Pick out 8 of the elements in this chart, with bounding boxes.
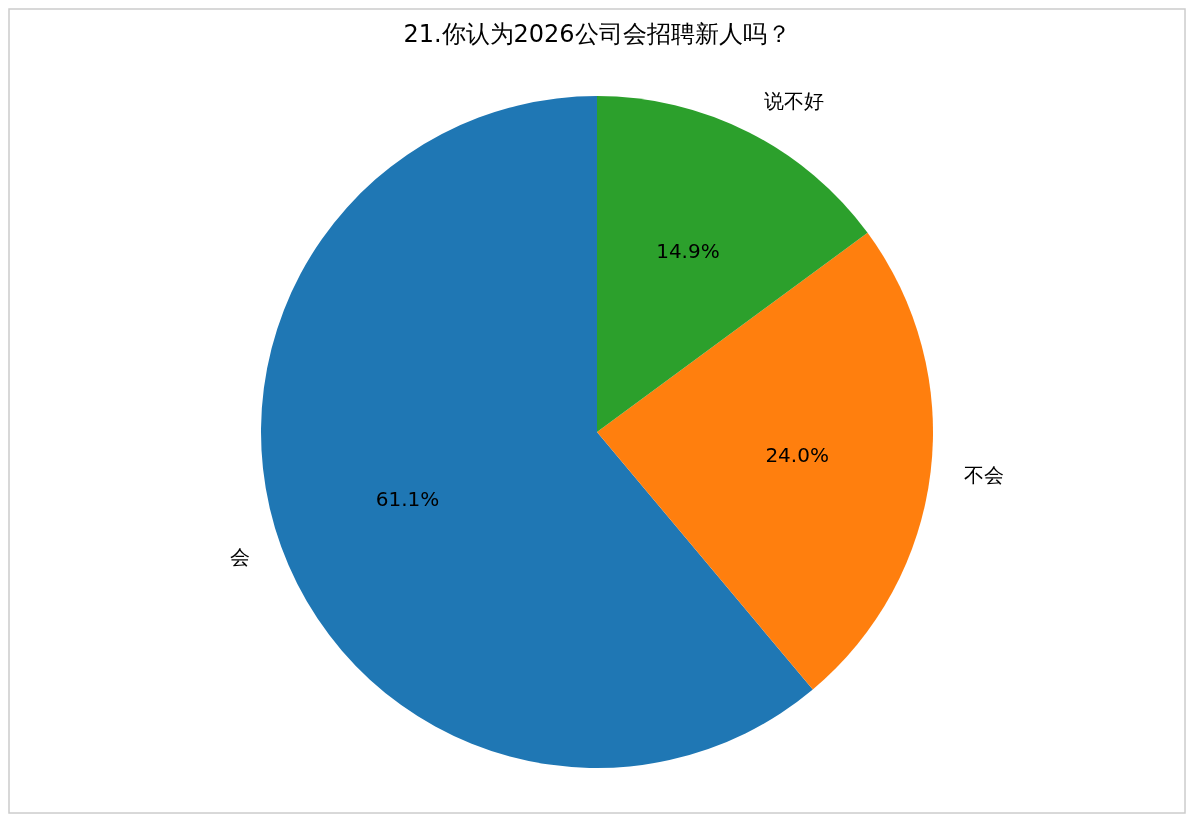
slice-label: 不会 — [963, 462, 1004, 487]
pie-slice — [597, 232, 933, 690]
data-label: 61.1% — [375, 487, 440, 512]
chart-title: 21.你认为2026公司会招聘新人吗？ — [403, 20, 791, 48]
data-label: 24.0% — [765, 442, 829, 467]
slice-label: 说不好 — [763, 88, 824, 113]
data-label: 14.9% — [656, 238, 720, 263]
slice-label: 会 — [229, 544, 250, 569]
